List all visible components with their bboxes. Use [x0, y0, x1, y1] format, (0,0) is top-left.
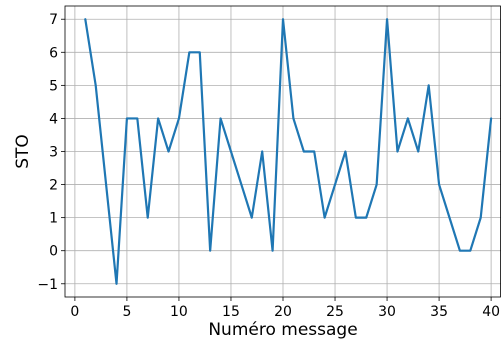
y-axis: −1 0 1 2 3 4 5 6 7: [37, 12, 65, 293]
data-point: [396, 150, 398, 152]
data-point: [261, 150, 263, 152]
x-tick-label: 10: [170, 304, 188, 320]
data-point: [147, 217, 149, 219]
x-tick-label: 40: [482, 304, 500, 320]
data-point: [95, 84, 97, 86]
data-point: [157, 117, 159, 119]
y-tick-label: 1: [49, 211, 58, 227]
data-point: [334, 183, 336, 185]
data-point: [178, 117, 180, 119]
data-point: [188, 51, 190, 53]
data-point: [386, 18, 388, 20]
data-point: [448, 217, 450, 219]
y-tick-label: 4: [49, 111, 58, 127]
data-point: [365, 217, 367, 219]
x-tick-label: 5: [122, 304, 131, 320]
x-tick-label: 30: [378, 304, 396, 320]
data-point: [105, 183, 107, 185]
x-tick-label: 15: [222, 304, 240, 320]
y-axis-label: STO: [13, 134, 33, 169]
data-point: [167, 150, 169, 152]
x-axis: 0 5 10 15 20 25 30 35 40: [70, 297, 500, 320]
data-point: [469, 250, 471, 252]
series-layer: [84, 18, 493, 285]
data-point: [115, 283, 117, 285]
data-point: [219, 117, 221, 119]
series-line: [84, 18, 493, 285]
data-point: [490, 117, 492, 119]
x-axis-label: Numéro message: [208, 320, 357, 339]
x-tick-label: 20: [274, 304, 292, 320]
y-tick-label: 5: [49, 78, 58, 94]
data-point: [480, 217, 482, 219]
y-tick-label: −1: [37, 277, 58, 293]
x-tick-label: 25: [326, 304, 344, 320]
data-point: [199, 51, 201, 53]
y-tick-label: 3: [49, 145, 58, 161]
data-point: [136, 117, 138, 119]
data-point: [376, 183, 378, 185]
data-point: [251, 217, 253, 219]
data-point: [313, 150, 315, 152]
data-point: [303, 150, 305, 152]
data-point: [292, 117, 294, 119]
data-point: [209, 250, 211, 252]
data-point: [407, 117, 409, 119]
y-tick-label: 6: [49, 45, 58, 61]
data-point: [84, 18, 86, 20]
y-tick-label: 2: [49, 178, 58, 194]
data-point: [282, 18, 284, 20]
data-point: [126, 117, 128, 119]
data-point: [417, 150, 419, 152]
data-point: [230, 150, 232, 152]
y-tick-label: 0: [49, 244, 58, 260]
data-point: [240, 183, 242, 185]
data-point: [271, 250, 273, 252]
data-point: [344, 150, 346, 152]
x-tick-label: 35: [430, 304, 448, 320]
x-tick-label: 0: [70, 304, 79, 320]
data-point: [459, 250, 461, 252]
data-point: [324, 217, 326, 219]
data-point: [355, 217, 357, 219]
data-point: [438, 183, 440, 185]
y-tick-label: 7: [49, 12, 58, 28]
data-point: [428, 84, 430, 86]
